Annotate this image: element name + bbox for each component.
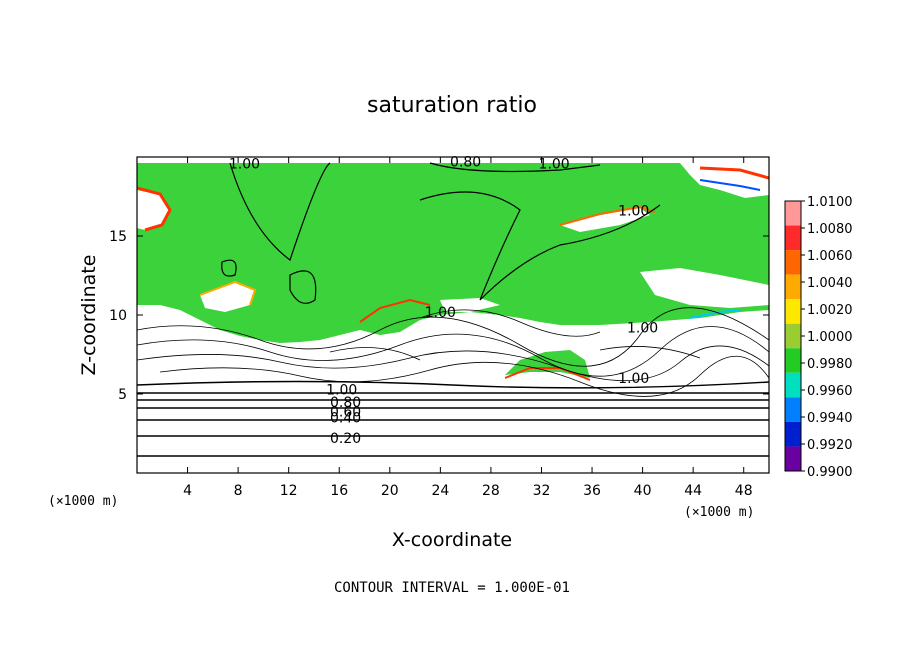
- x-unit-label-right: (×1000 m): [684, 505, 754, 520]
- supersaturated-fringe: [699, 166, 769, 180]
- cloud-patch: [137, 190, 170, 230]
- x-tick-label: 16: [330, 483, 348, 499]
- contour-label: 1.00: [229, 156, 260, 172]
- colorbar-swatch: [785, 250, 801, 275]
- subsaturated-fringe: [689, 309, 741, 319]
- cloud-patch: [640, 268, 769, 308]
- x-axis-ticks: 4 8 12 16 20 24 28 32 36 40 44 48: [183, 157, 753, 499]
- colorbar-swatch: [785, 299, 801, 324]
- colorbar-swatch: [785, 323, 801, 349]
- contour-label: 1.00: [627, 321, 658, 337]
- contour-label: 1.00: [618, 204, 649, 220]
- colorbar-label: 1.0060: [807, 249, 853, 264]
- x-tick-label: 8: [234, 483, 243, 499]
- x-tick-label: 32: [533, 483, 551, 499]
- chart-title: saturation ratio: [367, 93, 537, 118]
- colorbar-label: 0.9980: [807, 357, 853, 372]
- colorbar-label: 1.0080: [807, 222, 853, 237]
- colorbar-swatch: [785, 397, 801, 422]
- plot-area: 1.00 0.80 1.001.001.001.001.001.000.800.60…: [136, 155, 770, 474]
- x-unit-label-left: (×1000 m): [48, 494, 118, 509]
- colorbar-label: 0.9940: [807, 411, 853, 426]
- contour-label: 1.00: [618, 371, 649, 387]
- x-tick-label: 12: [280, 483, 298, 499]
- contour-label: 0.40: [330, 411, 361, 427]
- colorbar-swatch: [785, 446, 801, 471]
- contour-label: 0.60: [330, 404, 361, 420]
- contour-label: 0.20: [330, 431, 361, 447]
- cloud-patch: [440, 298, 500, 312]
- y-axis-ticks: 5 10 15: [109, 229, 769, 403]
- colorbar-label: 1.0040: [807, 276, 853, 291]
- x-axis-label: X-coordinate: [392, 529, 512, 551]
- contour-label: 1.00: [326, 382, 357, 398]
- colorbar-label: 1.0000: [807, 330, 853, 345]
- contour-interval-text: CONTOUR INTERVAL = 1.000E-01: [334, 580, 570, 596]
- colorbar-swatch: [785, 421, 801, 447]
- colorbar-swatch: [785, 274, 801, 300]
- supersaturated-fringe: [199, 280, 257, 306]
- colorbar: 1.0100 1.0080 1.0060 1.0040 1.0020 1.0000 0.99…: [784, 195, 853, 480]
- colorbar-label: 0.9900: [807, 465, 853, 480]
- supersaturated-fringe: [559, 205, 656, 226]
- x-tick-label: 28: [482, 483, 500, 499]
- colorbar-label: 1.0100: [807, 195, 853, 210]
- x-tick-label: 24: [431, 483, 449, 499]
- contour-lines-thick: [137, 380, 769, 457]
- cloud-patch: [560, 208, 650, 232]
- colorbar-swatch: [785, 201, 801, 226]
- cloud-patch: [200, 282, 255, 312]
- x-tick-label: 4: [183, 483, 192, 499]
- colorbar-swatch: [785, 348, 801, 373]
- x-tick-label: 20: [381, 483, 399, 499]
- x-tick-label: 48: [735, 483, 753, 499]
- cloud-patch: [700, 170, 769, 192]
- contour-lines-upper: [221, 162, 661, 304]
- y-tick-label: 5: [118, 387, 127, 403]
- supersaturated-fringe: [359, 298, 431, 323]
- subsaturated-fringe: [699, 179, 761, 191]
- colorbar-swatch: [785, 372, 801, 398]
- supersaturated-fringe: [137, 186, 172, 232]
- colorbar-label: 0.9920: [807, 438, 853, 453]
- contour-label: 0.80: [450, 155, 481, 171]
- y-tick-label: 15: [109, 229, 127, 245]
- y-axis-label: Z-coordinate: [78, 255, 100, 376]
- x-tick-label: 36: [583, 483, 601, 499]
- contour-label: 0.80: [330, 395, 361, 411]
- x-tick-label: 44: [684, 483, 702, 499]
- supersaturated-fringe: [504, 367, 591, 381]
- colorbar-swatch: [785, 225, 801, 251]
- y-tick-label: 10: [109, 308, 127, 324]
- colorbar-label: 1.0020: [807, 303, 853, 318]
- contour-lines-thin: [137, 307, 769, 397]
- contour-label: 1.00: [539, 156, 570, 172]
- contour-label: 1.00: [425, 305, 456, 321]
- colorbar-label: 0.9960: [807, 384, 853, 399]
- contour-labels: 1.00 0.80 1.001.001.001.001.001.000.800.60…: [229, 155, 658, 447]
- x-tick-label: 40: [634, 483, 652, 499]
